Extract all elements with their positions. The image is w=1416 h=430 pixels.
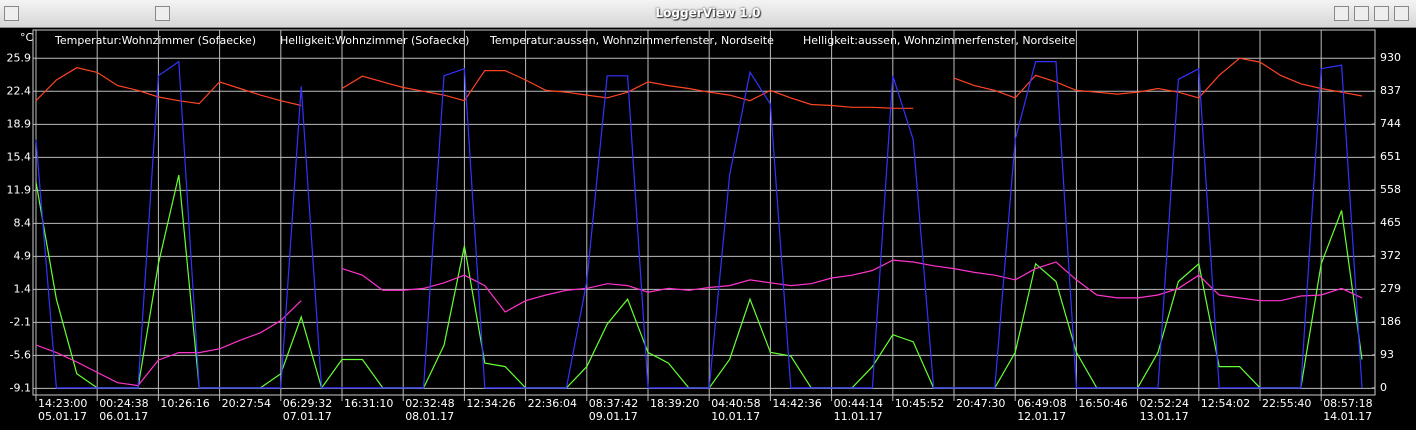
x-tick-label: 04:40:58 10.01.17 bbox=[711, 397, 761, 423]
x-tick-label: 02:52:24 13.01.17 bbox=[1139, 397, 1189, 423]
legend-entry: Helligkeit:aussen, Wohnzimmerfenster, No… bbox=[803, 34, 1075, 47]
x-tick-label: 20:47:30 bbox=[956, 397, 1006, 410]
title-bar: LoggerView 1.0 bbox=[0, 0, 1416, 28]
legend-entry: Temperatur:aussen, Wohnzimmerfenster, No… bbox=[489, 34, 774, 47]
y2-tick-label: 558 bbox=[1380, 183, 1401, 196]
y2-tick-label: 186 bbox=[1380, 315, 1401, 328]
chart: °C 25.9 22.4 18.9 15.4 11.9 8.4 4.9 1.4 -2.1 -5.6… bbox=[7, 29, 1401, 401]
y-tick-label: 22.4 bbox=[7, 84, 32, 97]
x-tick-label: 10:45:52 bbox=[894, 397, 945, 410]
y-tick-label: 4.9 bbox=[14, 249, 32, 262]
x-tick-label: 12:34:26 bbox=[466, 397, 516, 410]
y2-tick-label: 651 bbox=[1380, 150, 1401, 163]
maximize-button[interactable] bbox=[1374, 6, 1389, 21]
y2-tick-label: 930 bbox=[1380, 51, 1401, 64]
y2-tick-label: 93 bbox=[1380, 348, 1394, 361]
x-tick-label: 00:44:14 11.01.17 bbox=[833, 397, 883, 423]
x-tick-label: 22:55:40 bbox=[1262, 397, 1312, 410]
minimize-button[interactable] bbox=[1354, 6, 1369, 21]
series-line bbox=[35, 57, 1363, 109]
x-tick-label: 16:31:10 bbox=[344, 397, 394, 410]
y-tick-label: -5.6 bbox=[10, 348, 31, 361]
y2-tick-label: 837 bbox=[1380, 84, 1401, 97]
y-tick-label: -9.1 bbox=[10, 381, 31, 394]
y2-tick-label: 372 bbox=[1380, 249, 1401, 262]
legend-entry: Helligkeit:Wohnzimmer (Sofaecke) bbox=[280, 34, 469, 47]
y-tick-label: 11.9 bbox=[7, 183, 32, 196]
x-tick-label: 08:37:42 09.01.17 bbox=[588, 397, 639, 423]
plot-area bbox=[32, 29, 1376, 396]
x-tick-label: 08:57:18 14.01.17 bbox=[1323, 397, 1373, 423]
x-tick-label: 22:36:04 bbox=[527, 397, 577, 410]
x-tick-label: 14:42:36 bbox=[772, 397, 822, 410]
y-tick-label: 15.4 bbox=[7, 150, 32, 163]
window-title: LoggerView 1.0 bbox=[655, 6, 761, 20]
x-tick-label: 14:23:00 05.01.17 bbox=[38, 397, 88, 423]
close-button[interactable] bbox=[1394, 6, 1409, 21]
legend-entry: Temperatur:Wohnzimmer (Sofaecke) bbox=[54, 34, 256, 47]
y-tick-label: 18.9 bbox=[7, 117, 32, 130]
x-tick-label: 00:24:38 06.01.17 bbox=[99, 397, 149, 423]
x-tick-label: 02:32:48 08.01.17 bbox=[405, 397, 455, 423]
y-tick-label: -2.1 bbox=[10, 315, 31, 328]
y2-tick-label: 465 bbox=[1380, 216, 1401, 229]
x-tick-label: 12:54:02 bbox=[1200, 397, 1251, 410]
x-tick-label: 06:29:32 07.01.17 bbox=[282, 397, 333, 423]
y-tick-label: 25.9 bbox=[7, 51, 32, 64]
x-tick-label: 16:50:46 bbox=[1078, 397, 1128, 410]
x-tick-label: 20:27:54 bbox=[221, 397, 271, 410]
help-button[interactable] bbox=[1334, 6, 1349, 21]
y-tick-label: 8.4 bbox=[14, 216, 32, 229]
x-tick-label: 06:49:08 12.01.17 bbox=[1017, 397, 1067, 423]
y2-tick-label: 279 bbox=[1380, 282, 1401, 295]
y-unit: °C bbox=[20, 31, 34, 44]
series-line bbox=[35, 60, 1363, 389]
x-tick-label: 10:26:16 bbox=[160, 397, 210, 410]
series-line bbox=[35, 259, 1363, 387]
y2-tick-label: 744 bbox=[1380, 117, 1401, 130]
window-menu-button[interactable] bbox=[4, 6, 19, 21]
y-tick-label: 1.4 bbox=[14, 282, 32, 295]
shade-button[interactable] bbox=[155, 6, 170, 21]
y2-tick-label: 0 bbox=[1380, 381, 1387, 394]
x-tick-label: 18:39:20 bbox=[650, 397, 700, 410]
